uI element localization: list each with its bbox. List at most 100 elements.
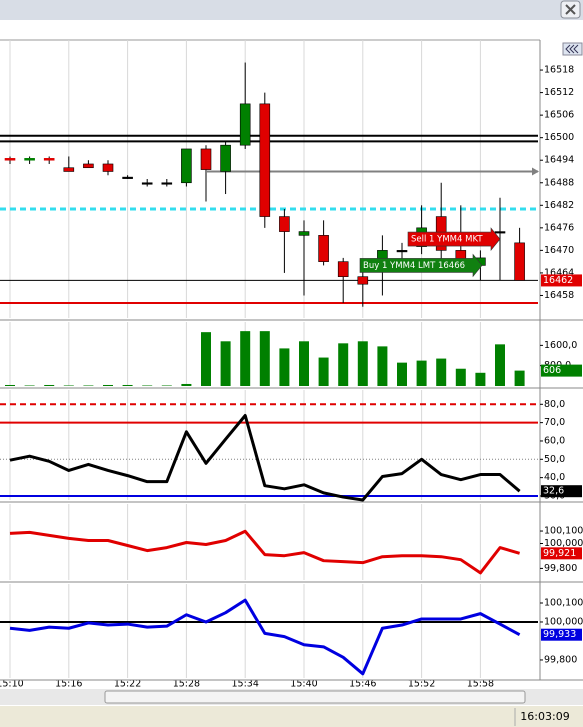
last-value-box: [541, 485, 582, 498]
last-value-box: [541, 547, 582, 560]
x-tick-label: 15:58: [467, 679, 494, 690]
x-tick-label: 15:34: [232, 679, 259, 690]
y-tick-label: 50,0: [544, 454, 565, 465]
volume-bar: [122, 384, 133, 386]
candle-body: [102, 163, 114, 172]
candle-body: [181, 148, 192, 184]
volume-bar: [201, 332, 211, 386]
y-tick-label: 80,0: [544, 399, 565, 410]
x-tick-label: 15:40: [290, 679, 317, 690]
y-tick-label: 100,100: [544, 526, 583, 537]
candle-body: [63, 167, 75, 172]
x-tick-label: 15:10: [0, 679, 24, 690]
volume-bar: [299, 341, 309, 386]
volume-bar: [455, 368, 466, 386]
volume-bar: [24, 385, 35, 386]
candle-body: [279, 216, 290, 232]
volume-bar: [397, 362, 407, 386]
status-bar: [0, 706, 583, 727]
volume-bar: [259, 331, 270, 386]
x-tick-label: 15:52: [408, 679, 435, 690]
order-arrow: [407, 227, 501, 251]
x-tick-label: 15:16: [55, 679, 82, 690]
indicator-line: [9, 413, 521, 502]
volume-bar: [357, 341, 368, 386]
y-tick-label: 70,0: [544, 417, 565, 428]
candle-body: [396, 250, 408, 253]
volume-bar: [83, 385, 94, 386]
candle-body: [161, 182, 173, 185]
y-tick-label: 100,000: [544, 616, 583, 627]
volume-bar: [338, 343, 349, 386]
y-tick-label: 16506: [544, 110, 574, 121]
order-label: Buy 1 YMM4 LMT 16466: [363, 261, 465, 271]
volume-bar: [436, 358, 447, 386]
toolbar: [0, 20, 583, 40]
collapse-icon: [565, 44, 579, 54]
volume-bar: [181, 383, 192, 386]
volume-bar: [279, 348, 290, 386]
y-tick-label: 99,800: [544, 563, 577, 574]
volume-bar: [142, 385, 153, 386]
y-tick-label: 16500: [544, 132, 574, 143]
candle-body: [357, 276, 369, 285]
last-value-label: 606: [543, 365, 561, 376]
candle-body: [141, 182, 153, 185]
order-label: Sell 1 YMM4 MKT: [411, 235, 483, 245]
candle-body: [514, 242, 525, 281]
level-arrowhead: [532, 167, 539, 176]
volume-bar: [63, 385, 74, 386]
close-icon: [565, 4, 576, 15]
y-tick-label: 16512: [544, 87, 574, 98]
volume-bar: [240, 331, 251, 386]
candle-body: [239, 103, 251, 146]
last-value-label: 16462: [543, 275, 573, 286]
candle-body: [494, 231, 506, 234]
volume-bar: [318, 357, 329, 386]
order-arrow: [359, 253, 483, 278]
indicator-line: [9, 598, 521, 676]
y-tick-label: 16458: [544, 290, 574, 301]
last-value-box: [541, 274, 582, 287]
volume-bar: [416, 360, 427, 386]
y-tick-label: 100,100: [544, 597, 583, 608]
volume-bar: [514, 370, 525, 386]
x-tick-label: 15:28: [173, 679, 200, 690]
y-tick-label: 16464: [544, 267, 574, 278]
candle-body: [122, 176, 133, 179]
last-value-label: 32,6: [543, 486, 564, 497]
candle-body: [4, 158, 16, 161]
volume-bar: [161, 385, 172, 386]
volume-bar: [44, 384, 55, 386]
volume-bar: [5, 384, 15, 386]
volume-bar: [495, 344, 505, 386]
y-tick-label: 40,0: [544, 472, 565, 483]
y-tick-label: 1600,0: [544, 340, 577, 351]
volume-bar: [475, 372, 486, 386]
y-tick-label: 16482: [544, 200, 574, 211]
title-bar: [0, 0, 583, 20]
y-tick-label: 16476: [544, 222, 574, 233]
y-tick-label: 16494: [544, 155, 574, 166]
candle-body: [43, 158, 55, 161]
candle-body: [337, 261, 349, 277]
candle-body: [83, 163, 94, 169]
y-tick-label: 99,800: [544, 654, 577, 665]
y-tick-label: 16470: [544, 245, 574, 256]
indicator-line: [9, 529, 521, 575]
volume-bar: [103, 384, 113, 386]
scroll-thumb[interactable]: [104, 690, 526, 704]
status-time: 16:03:09: [520, 710, 569, 723]
y-tick-label: 16518: [544, 65, 574, 76]
candle-body: [318, 235, 329, 262]
x-tick-label: 15:22: [114, 679, 141, 690]
candle-body: [259, 103, 271, 217]
last-value-label: 99,921: [543, 548, 576, 559]
volume-bar: [377, 346, 388, 386]
last-value-box: [541, 364, 582, 377]
last-value-label: 99,933: [543, 629, 576, 640]
candle-body: [24, 158, 35, 161]
y-tick-label: 100,000: [544, 538, 583, 549]
candle-body: [220, 144, 231, 172]
